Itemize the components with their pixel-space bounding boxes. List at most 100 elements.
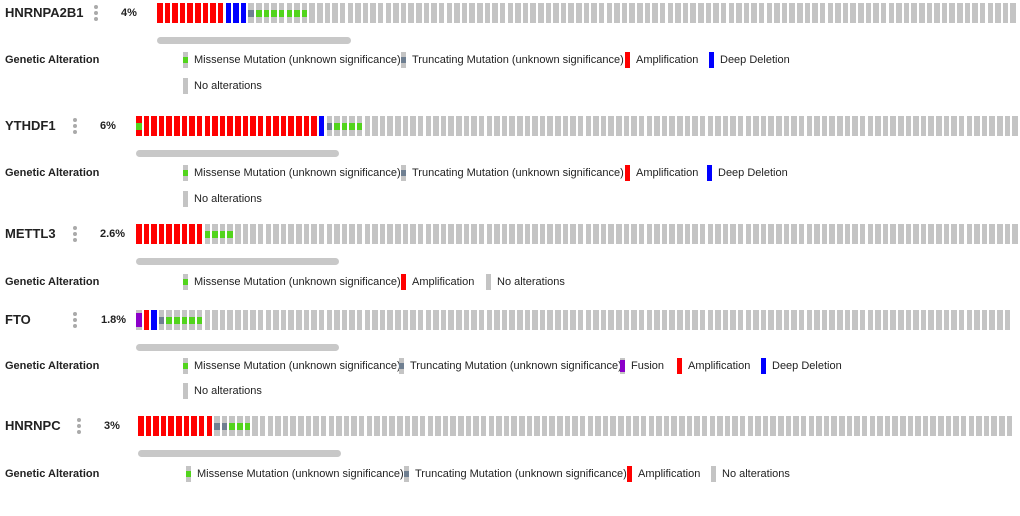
sample-bar-none[interactable] (766, 3, 773, 23)
sample-bar-none[interactable] (958, 116, 965, 136)
sample-bar-none[interactable] (730, 310, 736, 330)
sample-bar-none[interactable] (989, 116, 995, 136)
sample-bar-none[interactable] (637, 3, 643, 23)
sample-bar-none[interactable] (644, 3, 651, 23)
sample-bar-none[interactable] (999, 416, 1005, 436)
sample-bar-none[interactable] (250, 310, 256, 330)
sample-bar-none[interactable] (318, 310, 325, 330)
sample-bar-none[interactable] (983, 416, 990, 436)
sample-bar-none[interactable] (358, 416, 365, 436)
sample-bar-none[interactable] (410, 116, 416, 136)
sample-bar-none[interactable] (682, 3, 689, 23)
sample-bar-none[interactable] (867, 116, 874, 136)
sample-bar-none[interactable] (366, 416, 373, 436)
sample-bar-none[interactable] (1002, 3, 1009, 23)
sample-bar-none[interactable] (760, 116, 767, 136)
sample-bar-none[interactable] (911, 3, 917, 23)
sample-bar-none[interactable] (448, 224, 454, 244)
sample-bar-none[interactable] (560, 3, 567, 23)
sample-bar-none[interactable] (494, 116, 500, 136)
sample-bar-none[interactable] (608, 310, 614, 330)
sample-bar-none[interactable] (408, 3, 414, 23)
sample-bar-none[interactable] (454, 3, 460, 23)
sample-bar-none[interactable] (829, 310, 835, 330)
sample-bar-missense[interactable] (294, 3, 300, 23)
sample-bar-none[interactable] (402, 224, 409, 244)
sample-bar-none[interactable] (654, 224, 660, 244)
sample-bar-none[interactable] (844, 116, 851, 136)
sample-bar-missense[interactable] (301, 3, 308, 23)
sample-bar-amplification[interactable] (303, 116, 310, 136)
sample-bar-none[interactable] (402, 310, 409, 330)
sample-bar-none[interactable] (395, 310, 401, 330)
sample-bar-none[interactable] (478, 116, 485, 136)
sample-bar-none[interactable] (519, 416, 525, 436)
sample-bar-none[interactable] (509, 116, 515, 136)
sample-bar-none[interactable] (684, 224, 691, 244)
sample-bar-missense[interactable] (278, 3, 285, 23)
sample-bar-none[interactable] (555, 116, 561, 136)
sample-bar-none[interactable] (623, 116, 630, 136)
sample-bar-none[interactable] (303, 224, 310, 244)
horizontal-scrollbar[interactable] (136, 258, 339, 265)
sample-bar-amplification[interactable] (217, 3, 224, 23)
sample-bar-none[interactable] (351, 416, 357, 436)
sample-bar-none[interactable] (547, 116, 553, 136)
sample-bar-none[interactable] (966, 116, 973, 136)
sample-bar-none[interactable] (631, 310, 637, 330)
sample-bar-none[interactable] (614, 3, 620, 23)
sample-bar-none[interactable] (524, 310, 531, 330)
sample-bar-none[interactable] (387, 310, 393, 330)
sample-bar-none[interactable] (242, 224, 249, 244)
sample-bar-none[interactable] (987, 3, 994, 23)
sample-bar-none[interactable] (600, 116, 607, 136)
sample-bar-none[interactable] (751, 3, 757, 23)
sample-bar-none[interactable] (532, 116, 538, 136)
sample-bar-none[interactable] (720, 3, 727, 23)
sample-bar-none[interactable] (515, 3, 521, 23)
sample-bar-amplification[interactable] (158, 116, 165, 136)
sample-bar-none[interactable] (370, 3, 376, 23)
sample-bar-none[interactable] (877, 416, 883, 436)
sample-bar-none[interactable] (873, 3, 879, 23)
sample-bar-none[interactable] (776, 310, 782, 330)
sample-bar-none[interactable] (949, 3, 955, 23)
sample-bar-missense[interactable] (349, 116, 355, 136)
sample-bar-none[interactable] (362, 3, 369, 23)
sample-bar-none[interactable] (981, 116, 988, 136)
sample-bar-none[interactable] (273, 310, 279, 330)
sample-bar-none[interactable] (379, 310, 386, 330)
sample-bar-amplification[interactable] (143, 116, 150, 136)
sample-bar-amplification[interactable] (143, 224, 150, 244)
sample-bar-none[interactable] (686, 416, 693, 436)
sample-bar-none[interactable] (486, 224, 493, 244)
sample-bar-none[interactable] (562, 224, 569, 244)
sample-bar-none[interactable] (334, 310, 340, 330)
sample-bar-none[interactable] (473, 416, 479, 436)
sample-bar-none[interactable] (517, 116, 523, 136)
sample-bar-none[interactable] (250, 224, 256, 244)
sample-bar-none[interactable] (859, 224, 866, 244)
sample-bar-none[interactable] (728, 3, 734, 23)
sample-bar-missense[interactable] (256, 3, 262, 23)
sample-bar-none[interactable] (812, 3, 818, 23)
sample-bar-none[interactable] (412, 416, 418, 436)
sample-bar-none[interactable] (577, 224, 584, 244)
sample-bar-amplification[interactable] (138, 416, 144, 436)
sample-bar-none[interactable] (608, 224, 614, 244)
sample-bar-none[interactable] (461, 3, 468, 23)
sample-bar-none[interactable] (458, 416, 464, 436)
sample-bar-none[interactable] (661, 116, 668, 136)
sample-bar-amplification[interactable] (265, 116, 272, 136)
sample-bar-none[interactable] (288, 310, 294, 330)
sample-bar-none[interactable] (463, 116, 470, 136)
sample-bar-none[interactable] (440, 310, 447, 330)
sample-bar-none[interactable] (926, 3, 933, 23)
sample-bar-none[interactable] (557, 416, 563, 436)
sample-bar-none[interactable] (585, 310, 592, 330)
sample-bar-none[interactable] (722, 310, 729, 330)
sample-bar-none[interactable] (875, 224, 881, 244)
sample-bar-none[interactable] (677, 310, 683, 330)
sample-bar-none[interactable] (707, 116, 713, 136)
sample-bar-missense[interactable] (166, 310, 172, 330)
